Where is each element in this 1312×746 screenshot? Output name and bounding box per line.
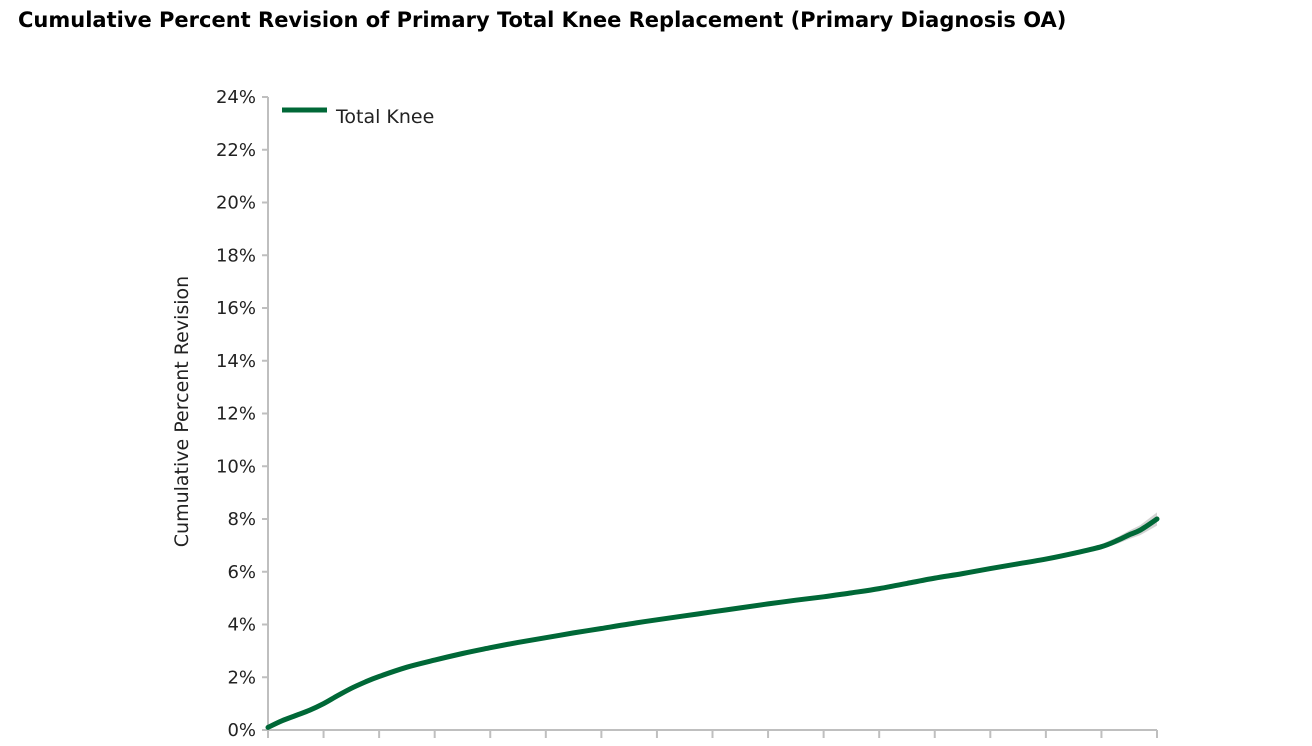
y-tick-label: 8% xyxy=(227,509,256,530)
y-tick-label: 4% xyxy=(227,615,256,636)
y-tick-label: 16% xyxy=(216,298,256,319)
x-axis-ticks xyxy=(267,730,1158,738)
series-layer xyxy=(265,512,1160,730)
y-tick-label: 2% xyxy=(227,667,256,688)
y-tick-label: 14% xyxy=(216,351,256,372)
y-tick-label: 22% xyxy=(216,140,256,161)
y-tick-label: 20% xyxy=(216,193,256,214)
legend: Total Knee xyxy=(282,106,434,128)
chart-title: Cumulative Percent Revision of Primary T… xyxy=(18,8,1067,32)
y-tick-label: 18% xyxy=(216,245,256,266)
series-line-total-knee xyxy=(265,516,1160,730)
y-tick-label: 24% xyxy=(216,87,256,108)
y-tick-label: 12% xyxy=(216,404,256,425)
y-tick-label: 10% xyxy=(216,456,256,477)
y-axis-label: Cumulative Percent Revision xyxy=(171,276,193,547)
series-confidence-band xyxy=(268,512,1157,728)
legend-label-total-knee: Total Knee xyxy=(335,106,434,128)
y-tick-label: 6% xyxy=(227,562,256,583)
y-axis-ticks: 0% 2% 4% 6% 8% 10% 12% 14% 16% 18% 20% 22% 24% xyxy=(216,87,268,741)
y-tick-label: 0% xyxy=(227,720,256,741)
